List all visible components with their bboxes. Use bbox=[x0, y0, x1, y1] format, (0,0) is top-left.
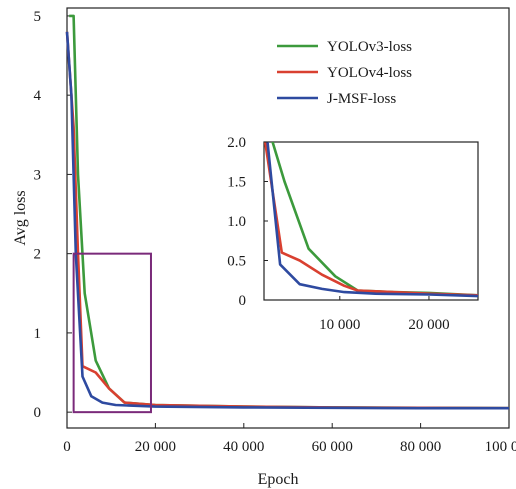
inset-x-tick-label: 10 000 bbox=[319, 317, 360, 333]
y-axis-label: Avg loss bbox=[12, 190, 29, 245]
inset-series-line-j-msf-loss bbox=[266, 142, 478, 298]
x-axis-label: Epoch bbox=[258, 471, 299, 488]
inset-y-tick-label: 0.5 bbox=[227, 254, 246, 270]
x-tick-label: 100 000 bbox=[485, 439, 516, 455]
y-tick-label: 1 bbox=[34, 326, 42, 342]
y-tick-label: 3 bbox=[34, 167, 42, 183]
y-tick-label: 5 bbox=[34, 9, 42, 25]
x-tick-label: 0 bbox=[63, 439, 71, 455]
x-tick-label: 60 000 bbox=[312, 439, 353, 455]
inset-plot-frame bbox=[263, 141, 479, 301]
x-tick-label: 20 000 bbox=[135, 439, 176, 455]
zoom-box-layer bbox=[72, 252, 152, 414]
x-tick-label: 40 000 bbox=[223, 439, 264, 455]
inset-y-tick-label: 0 bbox=[239, 293, 247, 309]
y-tick-label: 4 bbox=[34, 88, 42, 104]
inset-series-lines bbox=[264, 142, 478, 298]
inset-y-tick-label: 1.5 bbox=[227, 175, 246, 191]
zoom-region-box bbox=[72, 252, 152, 414]
inset-x-tick-label: 20 000 bbox=[408, 317, 449, 333]
main-plot-frame bbox=[66, 7, 510, 429]
legend-label-yolov4-loss: YOLOv4-loss bbox=[327, 65, 412, 81]
legend-label-yolov3-loss: YOLOv3-loss bbox=[327, 39, 412, 55]
main-axis-ticks: 0 20 000 40 000 60 000 80 000 100 000 0 1 2 3 4 5 bbox=[34, 9, 516, 455]
y-tick-label: 2 bbox=[34, 247, 42, 263]
main-series-lines bbox=[65, 14, 510, 410]
y-tick-label: 0 bbox=[34, 405, 42, 421]
inset-y-tick-label: 1.0 bbox=[227, 214, 246, 230]
legend-label-j-msf-loss: J-MSF-loss bbox=[327, 91, 396, 107]
x-tick-label: 80 000 bbox=[400, 439, 441, 455]
legend: YOLOv3-loss YOLOv4-loss J-MSF-loss bbox=[277, 39, 412, 107]
series-line-j-msf-loss bbox=[65, 31, 509, 410]
inset-axis-ticks: 0 0.5 1.0 1.5 2.0 10 000 20 000 bbox=[227, 135, 449, 333]
inset-y-tick-label: 2.0 bbox=[227, 135, 246, 151]
